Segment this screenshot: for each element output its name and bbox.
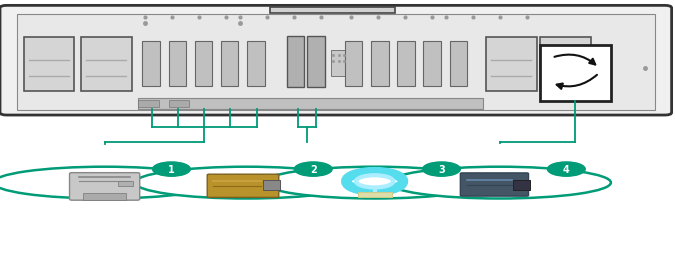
FancyBboxPatch shape <box>270 8 395 14</box>
Text: 1: 1 <box>168 164 175 174</box>
FancyBboxPatch shape <box>24 38 74 91</box>
FancyBboxPatch shape <box>169 42 186 86</box>
FancyBboxPatch shape <box>358 192 391 197</box>
FancyBboxPatch shape <box>307 37 325 88</box>
FancyBboxPatch shape <box>83 193 126 200</box>
FancyBboxPatch shape <box>81 38 132 91</box>
FancyBboxPatch shape <box>263 180 280 190</box>
Ellipse shape <box>388 167 611 199</box>
FancyBboxPatch shape <box>287 37 304 88</box>
FancyBboxPatch shape <box>450 42 467 86</box>
FancyBboxPatch shape <box>247 42 265 86</box>
FancyBboxPatch shape <box>70 173 140 200</box>
FancyBboxPatch shape <box>331 51 350 76</box>
FancyBboxPatch shape <box>0 6 672 116</box>
Circle shape <box>547 162 585 177</box>
Text: 3: 3 <box>438 164 445 174</box>
Circle shape <box>153 162 190 177</box>
Ellipse shape <box>0 167 216 199</box>
Ellipse shape <box>263 167 486 199</box>
FancyBboxPatch shape <box>423 42 441 86</box>
FancyBboxPatch shape <box>345 42 362 86</box>
FancyBboxPatch shape <box>397 42 414 86</box>
FancyBboxPatch shape <box>194 42 212 86</box>
FancyBboxPatch shape <box>138 98 483 110</box>
FancyBboxPatch shape <box>169 100 189 108</box>
Text: 4: 4 <box>563 164 570 174</box>
FancyBboxPatch shape <box>540 46 611 102</box>
FancyBboxPatch shape <box>460 173 529 196</box>
Ellipse shape <box>135 167 358 199</box>
FancyBboxPatch shape <box>138 100 159 108</box>
FancyBboxPatch shape <box>486 38 537 91</box>
FancyBboxPatch shape <box>221 42 238 86</box>
FancyBboxPatch shape <box>17 15 655 110</box>
Ellipse shape <box>356 176 393 188</box>
FancyBboxPatch shape <box>540 38 591 91</box>
FancyBboxPatch shape <box>513 180 530 190</box>
Text: 2: 2 <box>310 164 317 174</box>
Circle shape <box>294 162 332 177</box>
FancyBboxPatch shape <box>371 42 389 86</box>
FancyBboxPatch shape <box>118 181 133 187</box>
FancyBboxPatch shape <box>142 42 160 86</box>
FancyBboxPatch shape <box>207 174 279 198</box>
Circle shape <box>423 162 460 177</box>
